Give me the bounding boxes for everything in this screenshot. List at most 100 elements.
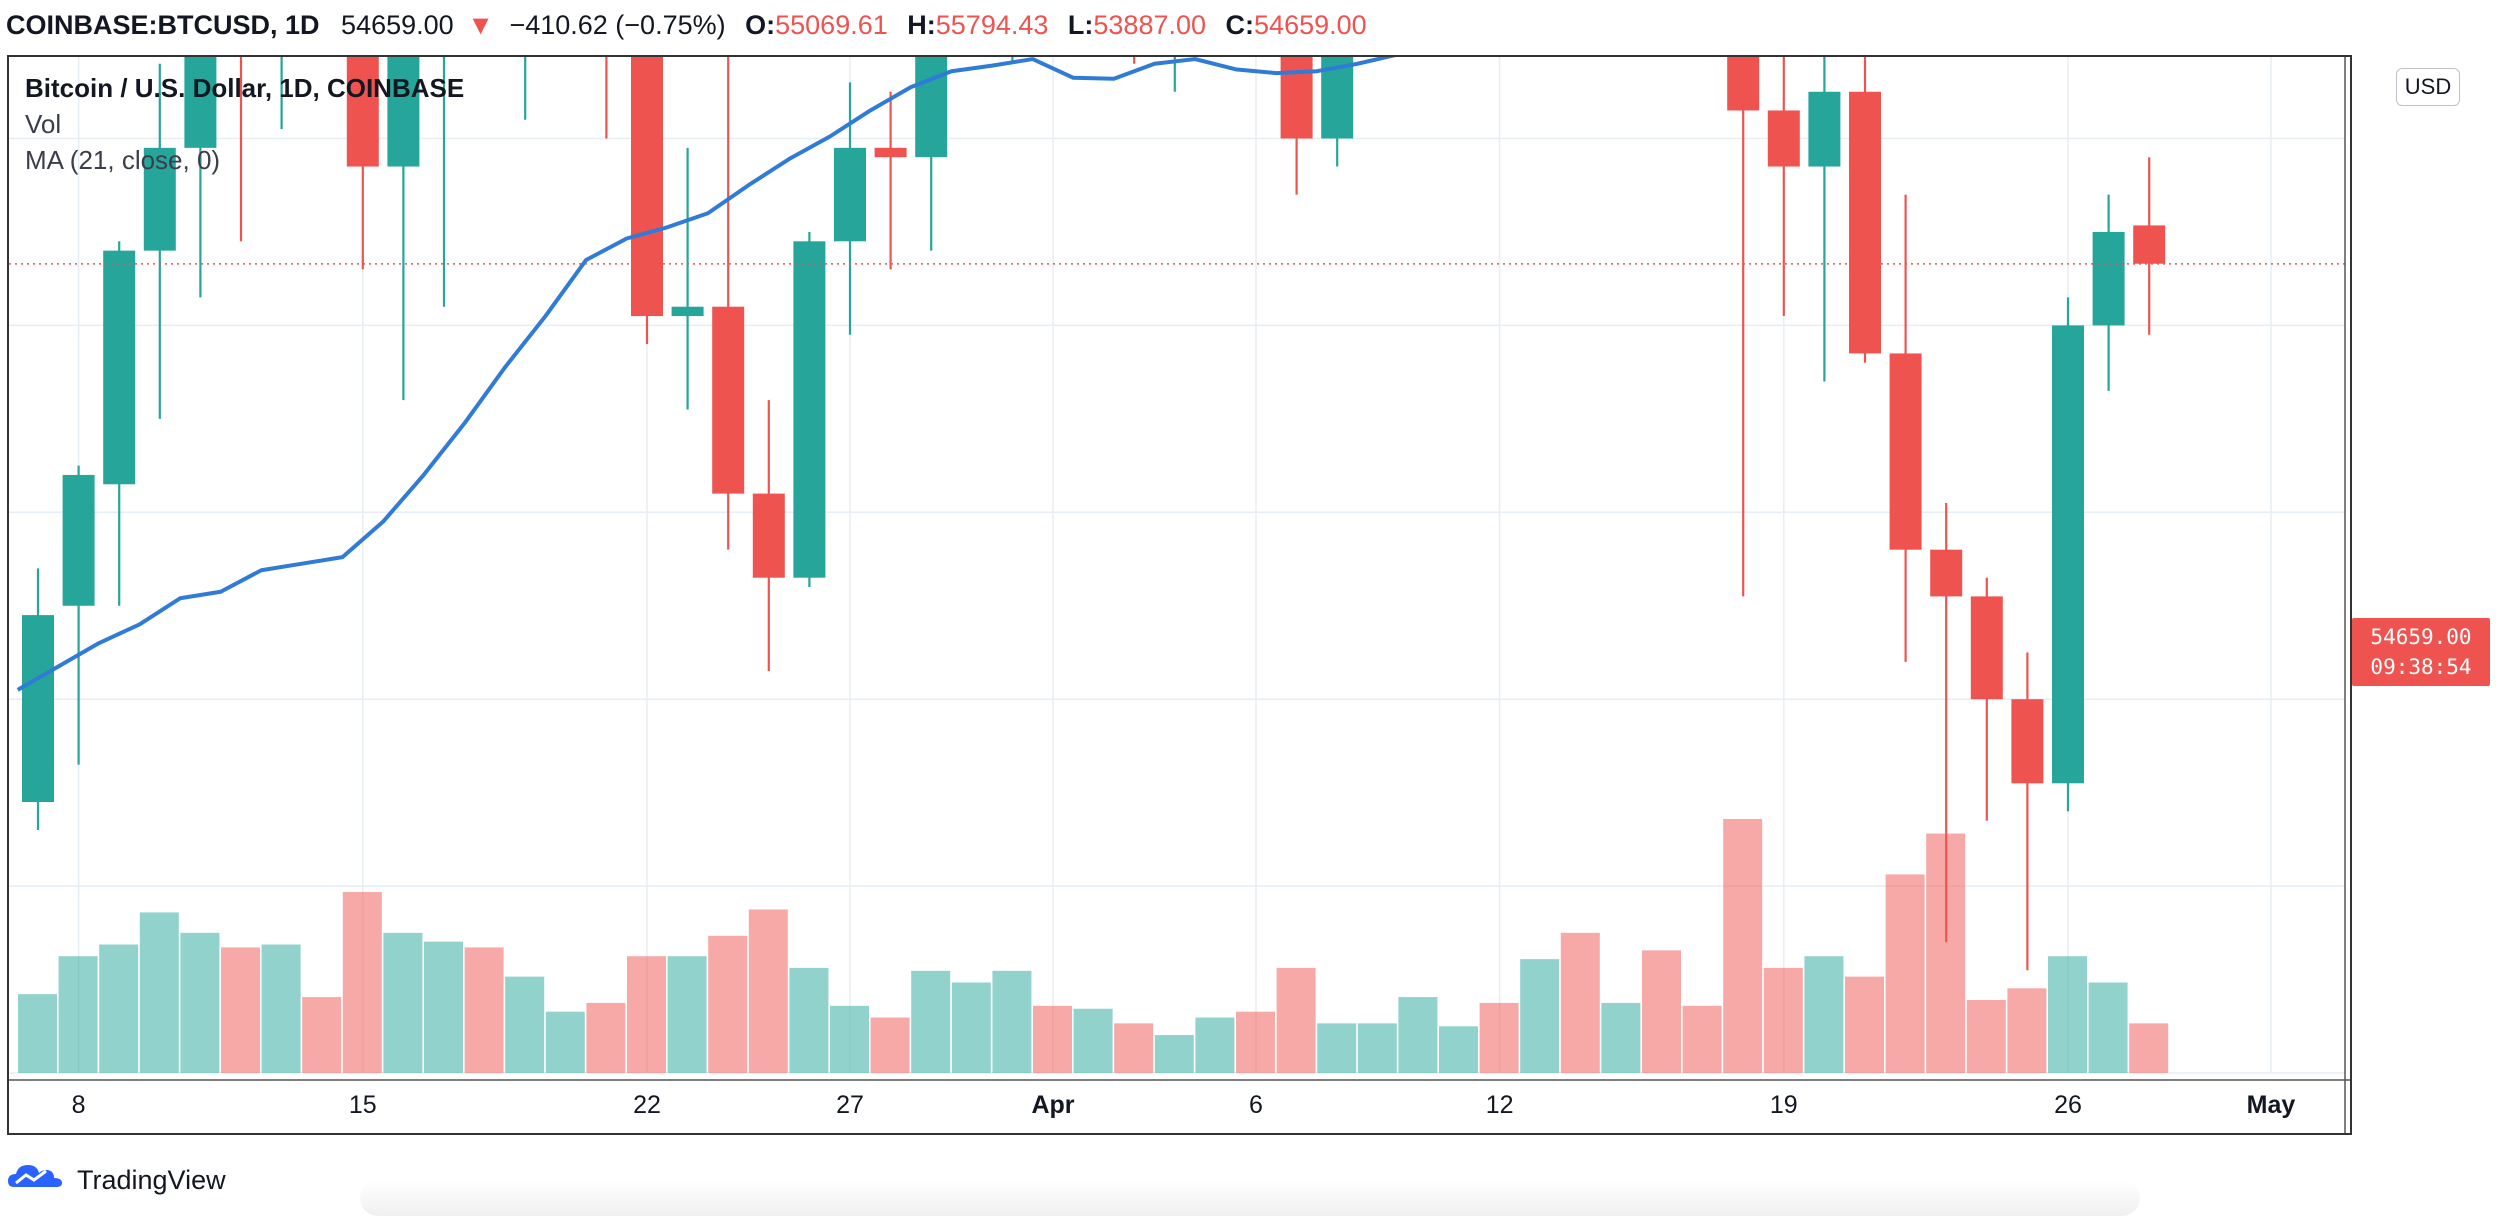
footer-shadow [360, 1180, 2140, 1216]
volume-bar [342, 891, 382, 1073]
open-value: 55069.61 [775, 10, 888, 40]
volume-bar [545, 1011, 585, 1073]
candle-body [2133, 225, 2166, 264]
time-axis-label: 26 [2054, 1091, 2082, 1119]
chart-frame[interactable]: 46000.0048000.0050000.0052000.0054000.00… [7, 55, 2352, 1135]
chart-legend: Bitcoin / U.S. Dollar, 1D, COINBASE Vol … [25, 70, 464, 178]
volume-bar [1885, 874, 1925, 1073]
price-change: −410.62 (−0.75%) [509, 10, 726, 40]
volume-bar [1114, 1023, 1154, 1073]
symbol-name[interactable]: COINBASE:BTCUSD, 1D [6, 10, 320, 40]
time-axis-label: 19 [1770, 1091, 1798, 1119]
legend-ma[interactable]: MA (21, close, 0) [25, 145, 221, 175]
candle-body [712, 306, 745, 494]
legend-title[interactable]: Bitcoin / U.S. Dollar, 1D, COINBASE [25, 73, 465, 103]
volume-bar [1073, 1008, 1113, 1073]
volume-bar [992, 970, 1032, 1073]
volume-bar [1723, 818, 1763, 1073]
candle-body [1889, 353, 1922, 550]
tradingview-label: TradingView [77, 1165, 226, 1195]
volume-bar [1479, 1002, 1519, 1073]
down-arrow-icon: ▼ [467, 10, 494, 40]
low-value: 53887.00 [1093, 10, 1207, 40]
candle-body [1767, 110, 1800, 167]
candle-body [22, 615, 54, 802]
volume-bar [2007, 988, 2047, 1073]
time-axis-label: 22 [633, 1091, 661, 1119]
volume-bar [1033, 1005, 1072, 1073]
candle-body [752, 493, 785, 578]
tradingview-branding[interactable]: TradingView [8, 1160, 226, 1200]
volume-bar [586, 1002, 626, 1073]
volume-bar [789, 967, 829, 1073]
volume-bar [383, 932, 423, 1073]
volume-bar [261, 944, 301, 1073]
candle-body [631, 57, 663, 317]
volume-bar [2088, 982, 2128, 1073]
volume-bar [627, 956, 666, 1073]
open-label: O: [745, 10, 776, 40]
time-axis-label: 8 [72, 1091, 86, 1119]
candle-body [387, 57, 420, 167]
high-label: H: [907, 10, 936, 40]
volume-bar [99, 944, 139, 1073]
volume-bar [1236, 1011, 1275, 1073]
volume-bar [180, 932, 220, 1073]
time-axis-label: May [2247, 1091, 2296, 1119]
volume-bar [1804, 956, 1844, 1073]
volume-bar [302, 997, 342, 1073]
candle-body [671, 306, 704, 317]
candle-body [1930, 549, 1963, 597]
candle-body [834, 147, 866, 242]
time-axis-label: Apr [1031, 1091, 1074, 1119]
volume-bar [221, 947, 260, 1073]
candle-body [1849, 91, 1881, 354]
volume-bar [1682, 1005, 1722, 1073]
low-label: L: [1067, 10, 1094, 40]
volume-bar [505, 976, 545, 1073]
volume-bar [708, 935, 748, 1073]
volume-bar [2048, 956, 2087, 1073]
volume-bar [1276, 967, 1316, 1073]
candle-body [1727, 57, 1760, 111]
high-value: 55794.43 [935, 10, 1049, 40]
close-value: 54659.00 [1254, 10, 1367, 40]
time-axis-label: 12 [1486, 1091, 1514, 1119]
volume-bar [1520, 959, 1560, 1073]
candle-body [1280, 57, 1313, 139]
volume-bar [1357, 1023, 1397, 1073]
last-price-label: 54659.00 [2370, 625, 2472, 649]
volume-bar [830, 1005, 869, 1073]
volume-bar [870, 1017, 910, 1073]
volume-bar [464, 947, 504, 1073]
currency-badge[interactable]: USD [2396, 68, 2460, 106]
candle-body [2092, 231, 2125, 326]
volume-bar [748, 909, 788, 1073]
tradingview-cloud-icon [8, 1161, 62, 1202]
legend-volume[interactable]: Vol [25, 109, 62, 139]
volume-bar [139, 912, 179, 1073]
price-chart[interactable]: 46000.0048000.0050000.0052000.0054000.00… [9, 57, 2350, 1133]
volume-bar [1966, 1000, 2006, 1073]
candle-body [346, 57, 379, 167]
volume-bar [58, 956, 98, 1073]
volume-bar [1560, 932, 1600, 1073]
volume-bar [18, 994, 57, 1073]
candle-body [143, 147, 176, 251]
volume-bar [1763, 967, 1803, 1073]
current-price: 54659.00 [341, 10, 454, 40]
candle-body [793, 241, 826, 578]
time-axis-label: 6 [1249, 1091, 1263, 1119]
volume-bar [951, 982, 991, 1073]
candle-body [2052, 325, 2084, 784]
volume-bar [1642, 950, 1681, 1073]
time-axis-label: 15 [349, 1091, 377, 1119]
volume-bar [1195, 1017, 1235, 1073]
candle-body [62, 474, 95, 606]
volume-bar [1317, 1023, 1357, 1073]
volume-bar [1845, 976, 1884, 1073]
candle-body [2011, 699, 2044, 784]
candle-body [1808, 91, 1841, 167]
volume-bar [1439, 1026, 1478, 1073]
volume-bar [1601, 1002, 1641, 1073]
